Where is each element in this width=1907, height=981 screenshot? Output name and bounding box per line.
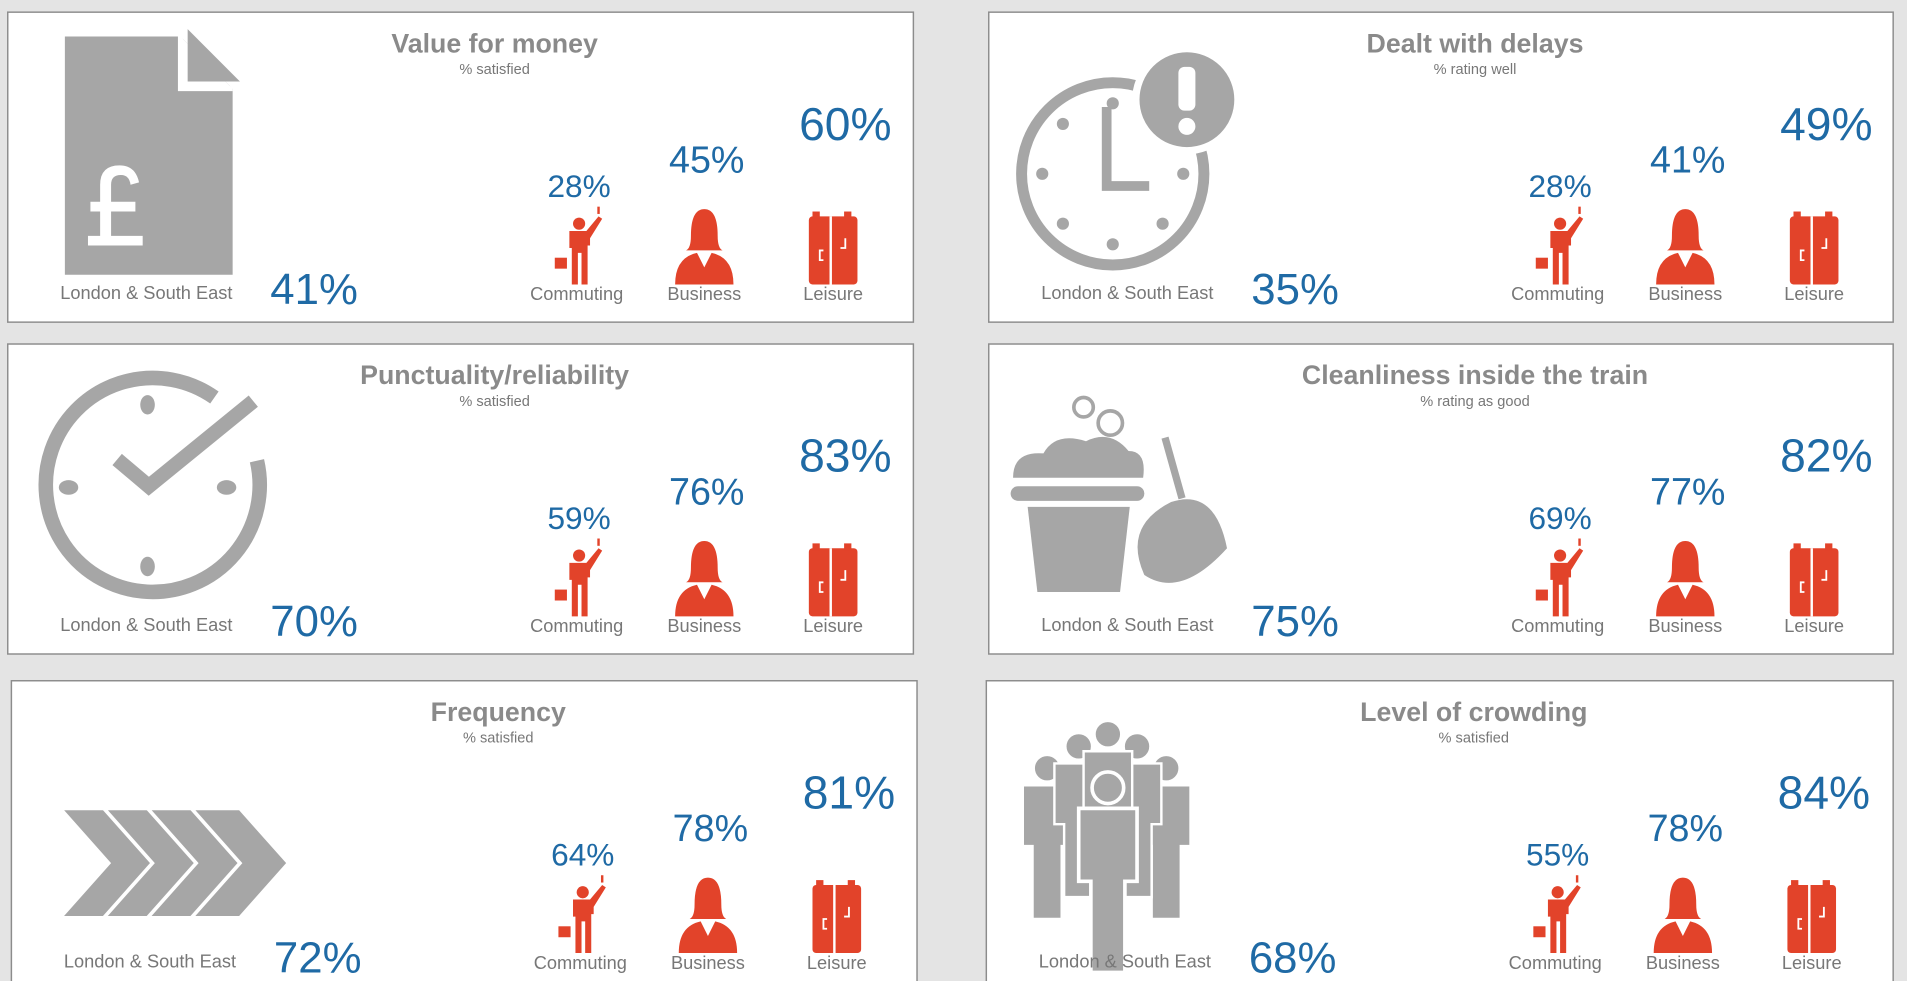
region-label: London & South East: [60, 282, 232, 303]
segment-label: Business: [1646, 952, 1720, 973]
region-label: London & South East: [64, 951, 236, 972]
segment-label: Commuting: [530, 283, 623, 304]
overall-value: 41%: [270, 265, 358, 314]
panel-title: Value for money: [391, 28, 598, 58]
panel-title: Dealt with delays: [1367, 28, 1584, 58]
segment-value: 77%: [1650, 470, 1725, 512]
panel-subtitle: % satisfied: [463, 731, 534, 747]
panel-title: Frequency: [431, 697, 566, 727]
segment-label: Business: [667, 615, 741, 636]
segment-value: 28%: [1528, 168, 1591, 204]
panel: Cleanliness inside the train % rating as …: [989, 344, 1893, 654]
segment-value: 82%: [1780, 430, 1872, 482]
panel-subtitle: % satisfied: [459, 62, 530, 78]
segment-label: Leisure: [1784, 615, 1844, 636]
segment-label: Commuting: [534, 952, 627, 973]
segment-label: Business: [671, 952, 745, 973]
segment-label: Business: [1648, 283, 1722, 304]
segment-icon: [1787, 880, 1836, 953]
segment-value: 84%: [1778, 766, 1870, 818]
segment-label: Leisure: [1784, 283, 1844, 304]
segment-label: Business: [1648, 615, 1722, 636]
segment-value: 78%: [673, 807, 748, 849]
overall-value: 70%: [270, 597, 358, 646]
panel-title: Punctuality/reliability: [360, 360, 629, 390]
panel-frame: [8, 344, 914, 654]
segment-value: 49%: [1780, 98, 1872, 150]
panel: Value for money % satisfied London & South…: [8, 12, 914, 322]
region-label: London & South East: [1039, 951, 1211, 972]
panel-subtitle: % satisfied: [1439, 731, 1510, 747]
segment-label: Leisure: [1782, 952, 1842, 973]
segment-value: 41%: [1650, 139, 1725, 181]
segment-label: Leisure: [803, 283, 863, 304]
segment-value: 55%: [1526, 837, 1589, 873]
overall-value: 68%: [1249, 933, 1337, 981]
panel-frame: [989, 12, 1893, 322]
region-label: London & South East: [60, 614, 232, 635]
panel: Frequency % satisfied London & South East 7…: [11, 681, 917, 981]
segment-icon: [1790, 212, 1839, 285]
segment-icon: [812, 880, 861, 953]
segment-label: Leisure: [803, 615, 863, 636]
segment-label: Commuting: [1511, 283, 1604, 304]
panel-subtitle: % rating as good: [1420, 394, 1529, 410]
dashboard: Value for money % satisfied London & South…: [0, 0, 1907, 981]
segment-icon: [1790, 543, 1839, 616]
panel-title: Level of crowding: [1360, 697, 1587, 727]
overall-value: 72%: [274, 933, 362, 981]
segment-value: 60%: [799, 98, 891, 150]
segment-value: 45%: [669, 139, 744, 181]
segment-value: 28%: [547, 168, 610, 204]
segment-label: Business: [667, 283, 741, 304]
segment-value: 78%: [1648, 807, 1723, 849]
segment-label: Commuting: [1511, 615, 1604, 636]
panel-subtitle: % satisfied: [459, 394, 530, 410]
panel: Dealt with delays % rating well London & S…: [989, 12, 1893, 322]
segment-value: 81%: [803, 766, 895, 818]
panel-subtitle: % rating well: [1434, 62, 1517, 78]
panel: Punctuality/reliability % satisfied London…: [8, 344, 914, 654]
segment-label: Commuting: [1509, 952, 1602, 973]
region-label: London & South East: [1041, 282, 1213, 303]
panel: Level of crowding % satisfied London & Sou…: [986, 681, 1893, 981]
overall-value: 75%: [1251, 597, 1339, 646]
overall-value: 35%: [1251, 265, 1339, 314]
segment-icon: [809, 543, 858, 616]
segment-value: 59%: [547, 500, 610, 536]
segment-label: Commuting: [530, 615, 623, 636]
segment-value: 64%: [551, 837, 614, 873]
segment-value: 83%: [799, 430, 891, 482]
panel-title: Cleanliness inside the train: [1302, 360, 1648, 390]
region-label: London & South East: [1041, 614, 1213, 635]
panel-icon: [65, 29, 240, 275]
segment-value: 69%: [1528, 500, 1591, 536]
segment-icon: [809, 212, 858, 285]
segment-label: Leisure: [807, 952, 867, 973]
segment-value: 76%: [669, 470, 744, 512]
